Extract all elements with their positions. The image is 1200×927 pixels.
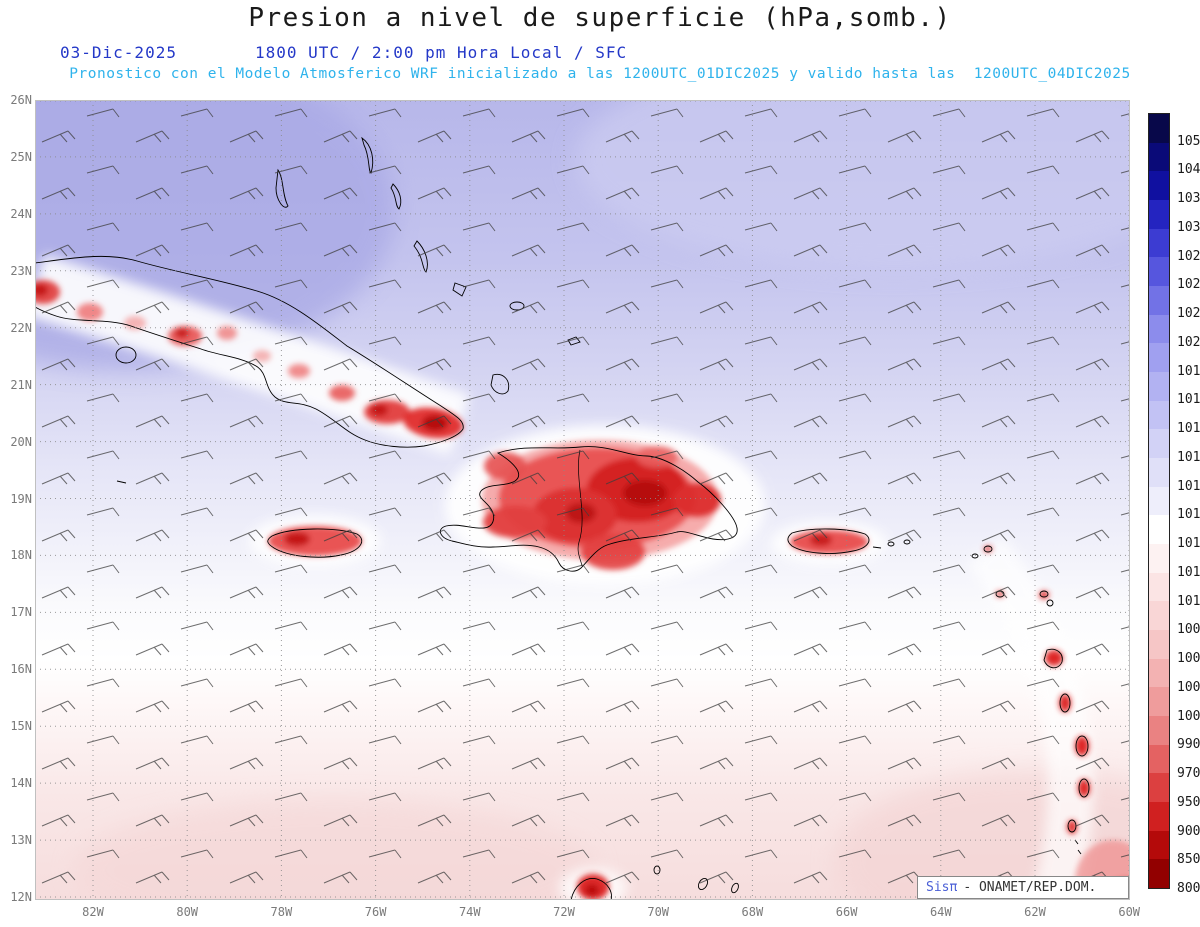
colorbar-segment (1149, 601, 1169, 631)
colorbar-segment (1149, 257, 1169, 287)
colorbar-value-label: 1014 (1177, 507, 1200, 523)
lat-tick-label: 12N (10, 890, 32, 905)
lat-tick-label: 18N (10, 548, 32, 563)
colorbar-segment (1149, 458, 1169, 487)
colorbar-segment (1149, 228, 1169, 258)
colorbar-segment (1149, 400, 1169, 430)
colorbar-segment (1149, 286, 1169, 315)
pressure-map-svg (35, 100, 1130, 900)
colorbar-segment (1149, 830, 1169, 860)
lon-tick-label: 66W (835, 905, 858, 919)
colorbar-value-label: 1008 (1177, 622, 1200, 638)
colorbar-value-label: 1035 (1177, 191, 1200, 207)
lat-tick-label: 14N (10, 776, 32, 791)
colorbar-value-label: 1002 (1177, 679, 1200, 695)
colorbar-value-label: 990 (1177, 737, 1200, 753)
lat-tick-label: 13N (10, 833, 32, 848)
lat-tick-label: 19N (10, 491, 32, 506)
colorbar-segment (1149, 859, 1169, 889)
lon-tick-label: 76W (364, 905, 387, 919)
forecast-date: 03-Dic-2025 (60, 43, 177, 62)
lat-tick-label: 24N (10, 206, 32, 221)
colorbar-segment (1149, 114, 1169, 143)
colorbar-value-label: 1040 (1177, 162, 1200, 178)
colorbar-value-label: 1006 (1177, 651, 1200, 667)
wind-barbs-layer (35, 100, 1130, 900)
colorbar-value-label: 1010 (1177, 593, 1200, 609)
colorbar-value-label: 1012 (1177, 564, 1200, 580)
forecast-time: 1800 UTC / 2:00 pm Hora Local / SFC (254, 43, 628, 62)
colorbar-value-label: 1018 (1177, 392, 1200, 408)
colorbar-value-label: 1025 (1177, 277, 1200, 293)
colorbar-segment (1149, 658, 1169, 688)
map-canvas (35, 100, 1130, 900)
lon-tick-label: 64W (929, 905, 952, 919)
lon-tick-label: 82W (82, 905, 104, 919)
lat-tick-label: 20N (10, 434, 32, 449)
lat-tick-label: 21N (10, 377, 32, 392)
lat-tick-label: 23N (10, 263, 32, 278)
lat-tick-label: 15N (10, 719, 32, 734)
lon-tick-label: 74W (458, 905, 481, 919)
lon-tick-label: 60W (1118, 905, 1141, 919)
lat-tick-label: 22N (10, 320, 32, 335)
colorbar-value-label: 1030 (1177, 219, 1200, 235)
lon-tick-label: 62W (1024, 905, 1046, 919)
colorbar-value-label: 900 (1177, 823, 1200, 839)
colorbar-segment (1149, 142, 1169, 172)
colorbar-segment (1149, 314, 1169, 344)
colorbar-segment (1149, 744, 1169, 774)
lon-tick-label: 80W (176, 905, 199, 919)
colorbar-segment (1149, 773, 1169, 803)
watermark: Sisπ - ONAMET/REP.DOM. (917, 876, 1129, 899)
colorbar-value-label: 850 (1177, 852, 1200, 868)
colorbar-value-label: 1016 (1177, 449, 1200, 465)
colorbar-value-label: 1000 (1177, 708, 1200, 724)
lon-tick-label: 72W (553, 905, 575, 919)
colorbar-value-label: 1015 (1177, 478, 1200, 494)
colorbar-segment (1149, 572, 1169, 602)
colorbar-value-label: 1022 (1177, 306, 1200, 322)
lat-tick-label: 17N (10, 605, 32, 620)
colorbar-value-label: 1050 (1177, 133, 1200, 149)
watermark-org: - ONAMET/REP.DOM. (963, 880, 1097, 895)
colorbar-segment (1149, 630, 1169, 659)
datetime-line: 03-Dic-2025 1800 UTC / 2:00 pm Hora Local… (60, 43, 627, 62)
model-info-line: Pronostico con el Modelo Atmosferico WRF… (69, 66, 1131, 82)
colorbar-value-label: 1028 (1177, 248, 1200, 264)
colorbar-segment (1149, 716, 1169, 745)
colorbar-segment (1149, 544, 1169, 573)
lon-tick-label: 68W (741, 905, 764, 919)
colorbar-segment (1149, 486, 1169, 516)
map-frame-border (35, 100, 1130, 900)
page-title: Presion a nivel de superficie (hPa,somb.… (248, 3, 952, 33)
colorbar-value-label: 950 (1177, 794, 1200, 810)
lat-tick-label: 26N (10, 93, 32, 107)
colorbar-value-label: 1013 (1177, 536, 1200, 552)
colorbar-value-label: 1020 (1177, 334, 1200, 350)
colorbar-segment (1149, 372, 1169, 401)
colorbar-segment (1149, 429, 1169, 459)
colorbar-segment (1149, 171, 1169, 201)
colorbar-value-label: 800 (1177, 881, 1200, 896)
colorbar-value-label: 1019 (1177, 363, 1200, 379)
colorbar-segment (1149, 515, 1169, 545)
colorbar-segment (1149, 200, 1169, 229)
lat-tick-label: 16N (10, 662, 32, 677)
lon-tick-label: 78W (270, 905, 293, 919)
colorbar-segment (1149, 343, 1169, 373)
colorbar-segment (1149, 687, 1169, 717)
colorbar-value-label: 970 (1177, 766, 1200, 782)
lon-tick-label: 70W (647, 905, 670, 919)
watermark-brand: Sisπ (926, 880, 958, 895)
colorbar (1148, 113, 1170, 889)
colorbar-value-label: 1017 (1177, 421, 1200, 437)
lat-tick-label: 25N (10, 149, 32, 164)
colorbar-segment (1149, 802, 1169, 831)
